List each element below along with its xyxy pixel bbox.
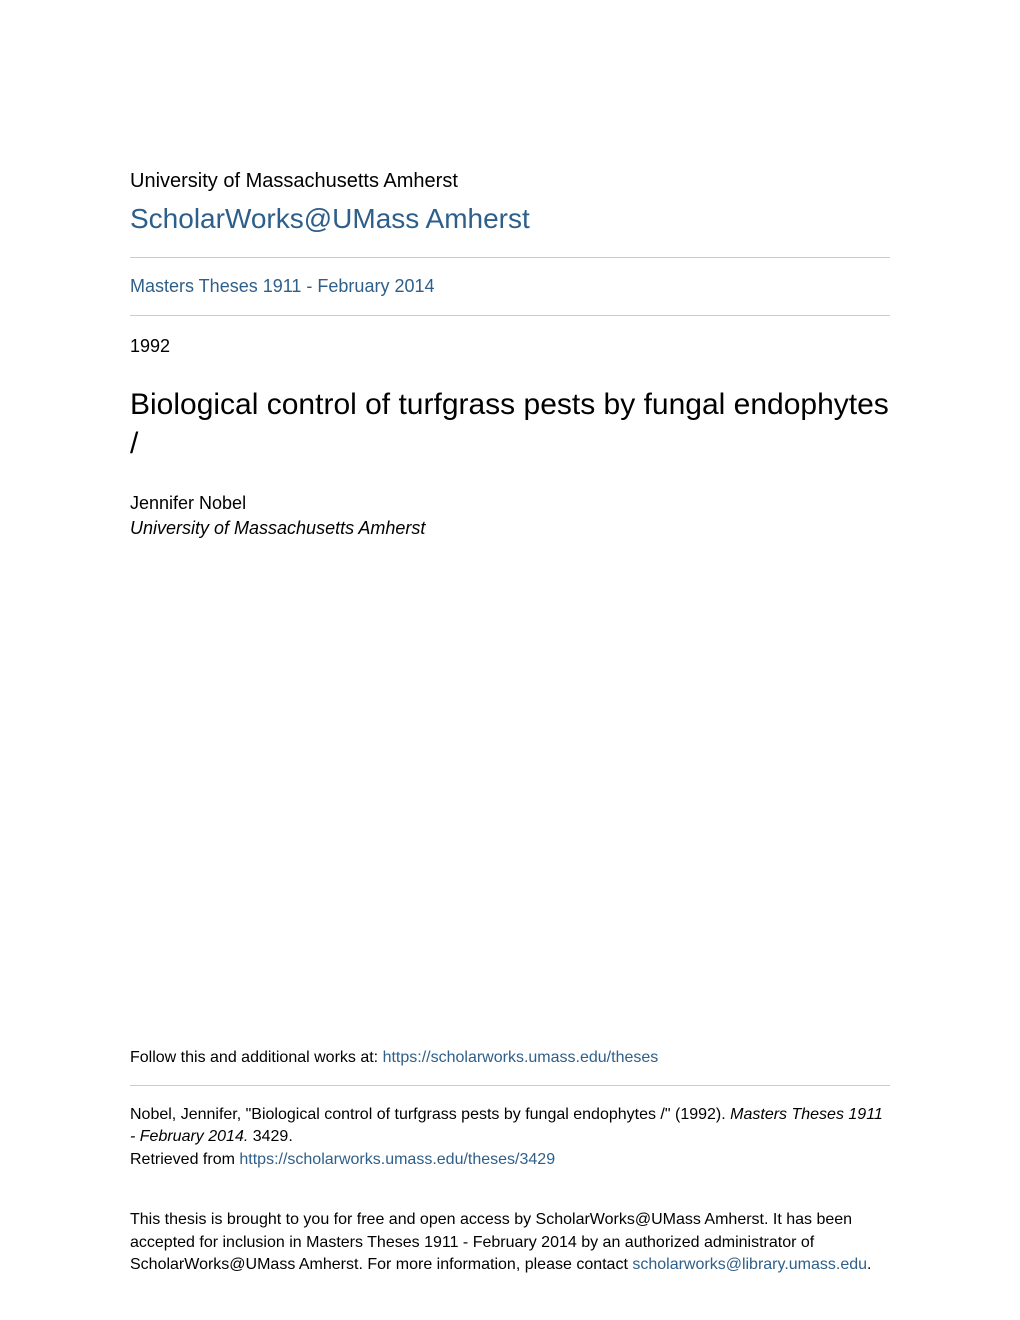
collection-section: Masters Theses 1911 - February 2014: [130, 258, 890, 315]
author-name: Jennifer Nobel: [130, 493, 890, 514]
contact-email-link[interactable]: scholarworks@library.umass.edu: [632, 1256, 867, 1273]
retrieved-prefix: Retrieved from: [130, 1151, 239, 1168]
publication-year: 1992: [130, 336, 890, 357]
citation-item-number: 3429.: [248, 1128, 292, 1145]
access-statement: This thesis is brought to you for free a…: [130, 1209, 890, 1276]
retrieved-link[interactable]: https://scholarworks.umass.edu/theses/34…: [239, 1151, 555, 1168]
author-affiliation: University of Massachusetts Amherst: [130, 518, 890, 539]
follow-link[interactable]: https://scholarworks.umass.edu/theses: [383, 1049, 659, 1066]
follow-prefix: Follow this and additional works at:: [130, 1049, 383, 1066]
thesis-title: Biological control of turfgrass pests by…: [130, 385, 890, 463]
collection-link[interactable]: Masters Theses 1911 - February 2014: [130, 276, 435, 296]
divider-collection: [130, 315, 890, 316]
repository-link[interactable]: ScholarWorks@UMass Amherst: [130, 203, 890, 235]
citation-section: Nobel, Jennifer, "Biological control of …: [130, 1086, 890, 1171]
follow-section: Follow this and additional works at: htt…: [130, 1049, 890, 1085]
institution-name: University of Massachusetts Amherst: [130, 170, 890, 193]
citation-text: Nobel, Jennifer, "Biological control of …: [130, 1106, 730, 1123]
access-text-2: .: [867, 1256, 871, 1273]
